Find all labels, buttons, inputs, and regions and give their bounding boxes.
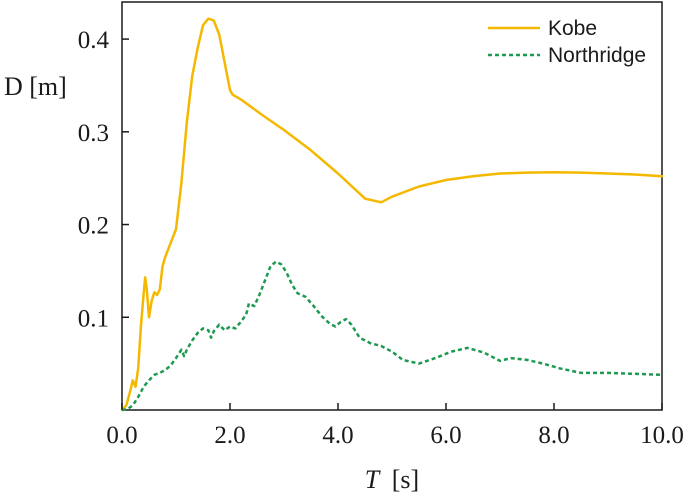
- y-tick-label: 0.2: [78, 213, 109, 240]
- series-layer: [120, 17, 664, 412]
- y-axis: 0.1 0.2 0.3 0.4: [78, 27, 129, 332]
- plot-frame: [121, 1, 663, 411]
- series-line-northridge: [121, 260, 663, 412]
- series-line-kobe: [120, 17, 664, 412]
- x-axis-variable: T: [365, 465, 381, 494]
- legend-label-kobe: Kobe: [548, 17, 597, 40]
- legend-label-northridge: Northridge: [548, 44, 646, 67]
- y-tick-label: 0.1: [78, 305, 109, 332]
- x-axis-unit: [s]: [392, 465, 419, 494]
- x-tick-label: 10.0: [640, 422, 684, 449]
- legend: Kobe Northridge: [488, 17, 646, 67]
- x-tick-label: 8.0: [538, 422, 569, 449]
- x-axis: 0.0 2.0 4.0 6.0 8.0 10.0: [106, 403, 684, 449]
- x-tick-label: 4.0: [322, 422, 353, 449]
- y-tick-label: 0.3: [78, 120, 109, 147]
- x-tick-label: 6.0: [430, 422, 461, 449]
- y-axis-title: D [m]: [4, 72, 67, 101]
- x-axis-title: T [s]: [365, 465, 419, 494]
- x-tick-label: 2.0: [214, 422, 245, 449]
- plot-area: [120, 1, 664, 412]
- y-tick-label: 0.4: [78, 27, 110, 54]
- x-tick-label: 0.0: [106, 422, 137, 449]
